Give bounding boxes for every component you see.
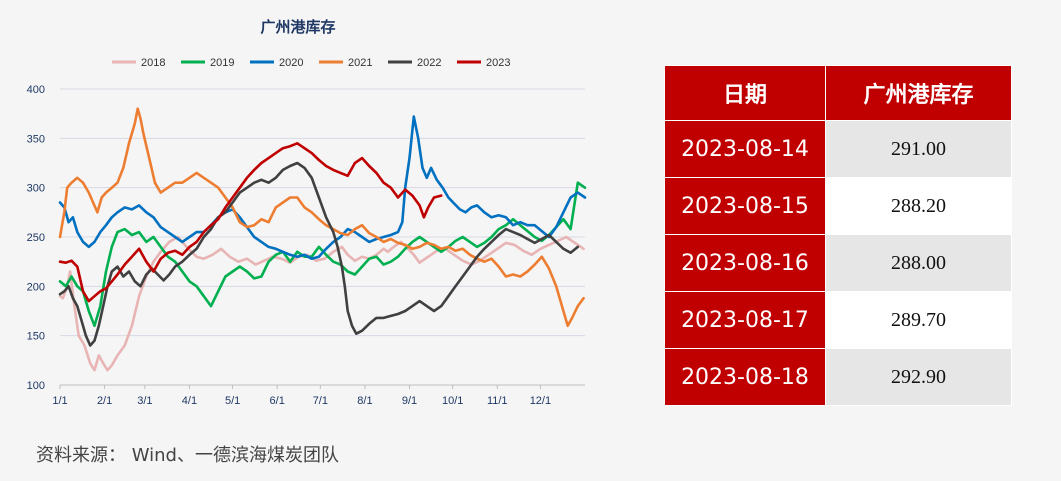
inventory-table: 日期 广州港库存 2023-08-14 291.00 2023-08-15 28… [664,65,1012,406]
y-tick-label: 250 [27,232,45,244]
header-date: 日期 [664,65,826,121]
source-note: 资料来源： Wind、一德滨海煤炭团队 [36,445,339,466]
x-tick-label: 4/1 [182,395,197,407]
legend-label-2019: 2019 [210,57,234,69]
value-cell: 292.90 [825,348,1012,406]
y-tick-label: 100 [27,380,45,392]
date-cell: 2023-08-17 [664,291,826,349]
legend-label-2023: 2023 [486,57,510,69]
x-tick-label: 11/1 [487,395,508,407]
series-line-2020 [58,115,587,260]
x-tick-label: 7/1 [313,395,328,407]
x-tick-label: 3/1 [137,395,152,407]
table-row: 2023-08-17 289.70 [664,291,1012,349]
date-cell: 2023-08-18 [664,348,826,406]
series-line-2022 [58,161,580,347]
table-row: 2023-08-16 288.00 [664,234,1012,292]
date-cell: 2023-08-15 [664,177,826,235]
y-tick-label: 400 [27,84,45,96]
series-line-2018 [58,235,585,372]
table-row: 2023-08-14 291.00 [664,120,1012,178]
gridlines [60,88,585,386]
legend-label-2020: 2020 [279,57,303,69]
header-inventory: 广州港库存 [825,65,1012,121]
series-line-2023 [58,142,443,303]
series-lines [58,107,587,372]
x-tick-label: 6/1 [270,395,285,407]
legend-label-2022: 2022 [417,57,441,69]
y-tick-label: 350 [27,133,45,145]
x-tick-label: 2/1 [97,395,112,407]
table-header-row: 日期 广州港库存 [664,65,1012,121]
value-cell: 288.00 [825,234,1012,292]
legend-label-2018: 2018 [141,57,165,69]
date-cell: 2023-08-14 [664,120,826,178]
table-row: 2023-08-15 288.20 [664,177,1012,235]
date-cell: 2023-08-16 [664,234,826,292]
chart-legend: 2018 2019 2020 2021 2022 2023 [112,57,510,69]
x-tick-label: 8/1 [357,395,372,407]
x-tick-label: 10/1 [442,395,463,407]
value-cell: 291.00 [825,120,1012,178]
x-tick-label: 1/1 [52,395,67,407]
x-tick-label: 5/1 [225,395,240,407]
legend-label-2021: 2021 [348,57,372,69]
table-row: 2023-08-18 292.90 [664,348,1012,406]
value-cell: 288.20 [825,177,1012,235]
x-axis-ticks: 1/1 2/1 3/1 4/1 5/1 6/1 7/1 8/1 9/1 10/1 11/1 12/1 [52,385,551,407]
chart-area: 广州港库存 2018 2019 2020 2021 2022 2023 400 350 300… [27,18,587,407]
series-line-2019 [58,181,587,328]
x-tick-label: 12/1 [530,395,551,407]
x-tick-label: 9/1 [402,395,417,407]
y-tick-label: 150 [27,331,45,343]
y-tick-label: 200 [27,281,45,293]
value-cell: 289.70 [825,291,1012,349]
series-line-2021 [58,107,585,328]
y-tick-label: 300 [27,183,45,195]
chart-title: 广州港库存 [260,18,335,36]
y-axis-ticks: 400 350 300 250 200 150 100 [27,84,45,392]
